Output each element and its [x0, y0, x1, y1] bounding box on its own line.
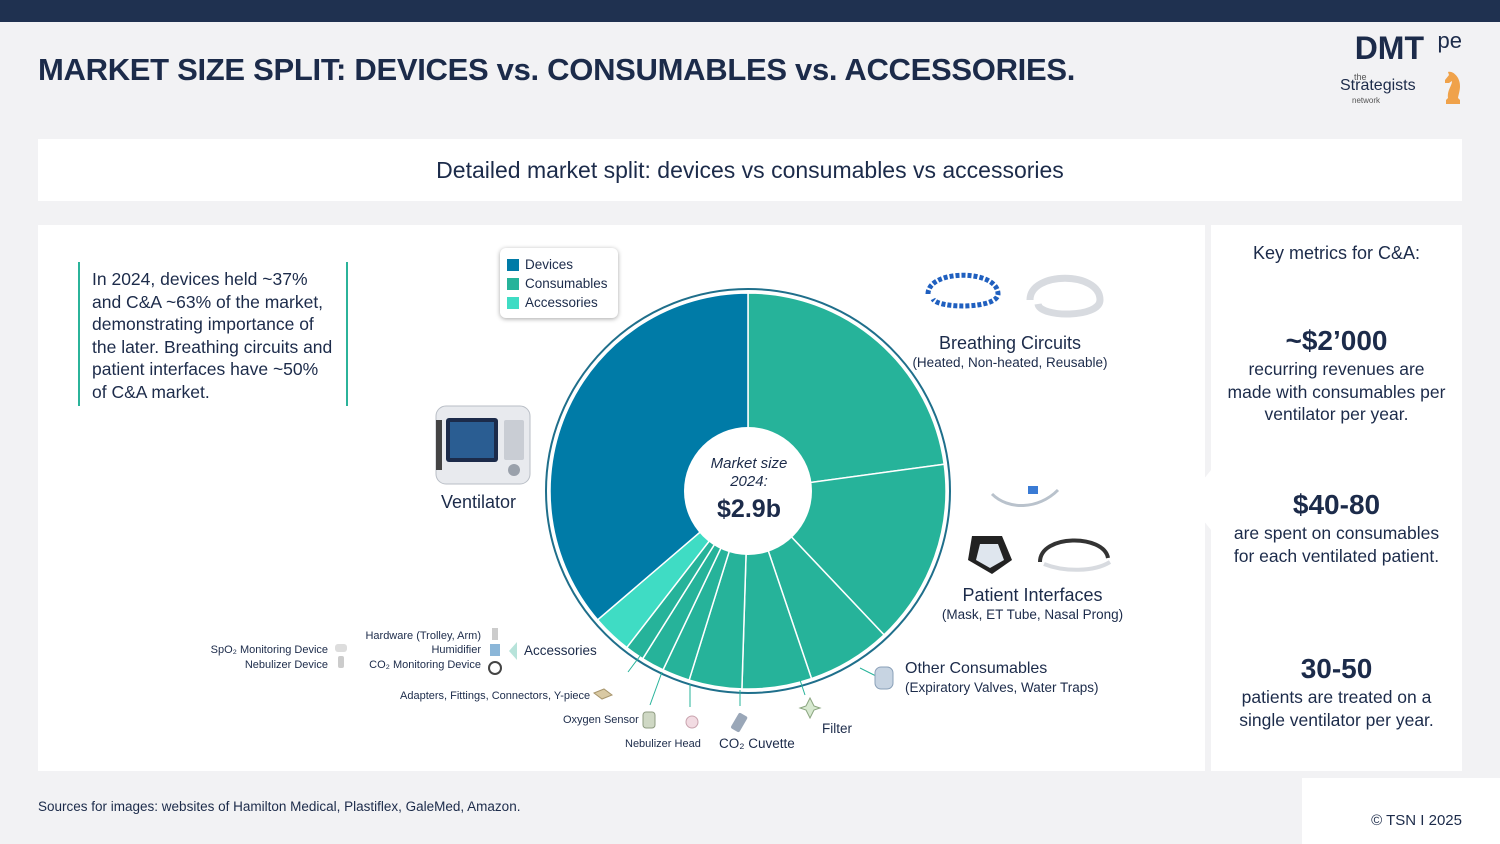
accessories-images	[488, 628, 502, 675]
accessories-label: Accessories	[524, 643, 597, 658]
spo2-nebulizer-images	[335, 644, 347, 668]
logo-strategists-text: Strategists	[1340, 77, 1416, 94]
summary-callout: In 2024, devices held ~37% and C&A ~63% …	[78, 262, 348, 406]
breathing-circuits-label: Breathing Circuits	[938, 333, 1082, 353]
legend-item-accessories: Accessories	[507, 293, 611, 312]
legend-label-devices: Devices	[525, 257, 574, 272]
subtitle-text: Detailed market split: devices vs consum…	[436, 156, 1064, 183]
co2-cuvette-image	[731, 712, 748, 733]
side-panel-notch	[1187, 470, 1211, 530]
metrics-heading: Key metrics for C&A:	[1252, 243, 1421, 263]
acc-co2-label: CO₂ Monitoring Device	[369, 659, 481, 671]
legend-label-accessories: Accessories	[525, 295, 598, 310]
filter-label: Filter	[822, 721, 852, 736]
legend-swatch-consumables	[507, 277, 519, 290]
metric-1: ~$2’000 recurring revenues are made with…	[1211, 324, 1462, 426]
company-logo: DMT pe the Strategists network	[1334, 28, 1464, 110]
logo-network-text: network	[1352, 96, 1381, 105]
legend-swatch-devices	[507, 258, 519, 271]
acc-spo2-label: SpO₂ Monitoring Device	[210, 644, 328, 656]
acc-humidifier-label: Humidifier	[431, 644, 481, 656]
metric-1-value: ~$2’000	[1285, 325, 1388, 356]
legend-item-consumables: Consumables	[507, 274, 611, 293]
center-line-2: 2024:	[730, 473, 768, 490]
chess-knight-icon	[1445, 71, 1461, 104]
adapter-image	[592, 688, 614, 700]
pie-center-hole	[684, 427, 812, 555]
legend-swatch-accessories	[507, 296, 519, 309]
filter-image	[798, 696, 822, 720]
et-tube-image	[990, 486, 1060, 507]
water-trap-image	[874, 666, 894, 690]
metric-3-text: patients are treated on a single ventila…	[1239, 687, 1434, 730]
nasal-prong-image	[1038, 538, 1112, 572]
top-bar	[0, 0, 1500, 22]
oxygen-sensor-image	[642, 711, 656, 729]
subtitle-banner: Detailed market split: devices vs consum…	[38, 139, 1462, 201]
non-heated-circuit-image	[1026, 274, 1104, 318]
patient-interfaces-label: Patient Interfaces	[962, 585, 1103, 605]
nebulizer-head-image	[685, 715, 699, 729]
market-size-center-label: Market size 2024: $2.9b	[684, 455, 814, 524]
metric-2-value: $40-80	[1292, 489, 1381, 520]
pie-outer-ring	[545, 288, 951, 694]
pie-slice-breathing-circuits	[747, 292, 946, 492]
logo-the-text: the	[1354, 72, 1367, 82]
center-value: $2.9b	[717, 495, 781, 523]
acc-nebulizer-label: Nebulizer Device	[244, 659, 328, 671]
ventilator-label: Ventilator	[441, 492, 517, 512]
other-consumables-sublabel: (Expiratory Valves, Water Traps)	[905, 680, 1099, 695]
ventilator-image	[435, 405, 531, 485]
patient-interfaces-sublabel: (Mask, ET Tube, Nasal Prong)	[941, 607, 1124, 622]
leader-oxygen-sensor	[649, 671, 663, 706]
oxygen-sensor-label: Oxygen Sensor	[563, 714, 639, 726]
heated-circuit-image	[925, 272, 1001, 309]
accessories-bracket-icon	[509, 642, 517, 660]
leader-adapters	[627, 655, 641, 673]
leader-filter	[799, 679, 806, 696]
center-line-1: Market size	[710, 455, 788, 472]
acc-hardware-label: Hardware (Trolley, Arm)	[365, 630, 481, 642]
metrics-panel	[1211, 225, 1462, 771]
legend-label-consumables: Consumables	[525, 276, 608, 291]
metric-1-text: recurring revenues are made with consuma…	[1227, 359, 1446, 424]
nebulizer-head-label: Nebulizer Head	[625, 738, 701, 750]
breathing-circuits-sublabel: (Heated, Non-heated, Reusable)	[912, 355, 1108, 370]
leader-other-consumables	[859, 667, 877, 677]
logo-main-text: DMT	[1354, 30, 1424, 66]
metric-3: 30-50 patients are treated on a single v…	[1211, 652, 1462, 731]
legend-item-devices: Devices	[507, 255, 611, 274]
logo-sup-text: pe	[1437, 28, 1462, 53]
other-consumables-label: Other Consumables	[905, 660, 1048, 677]
pie-slice-ventilator	[549, 292, 749, 621]
chart-legend: Devices Consumables Accessories	[500, 248, 618, 318]
copyright-text: © TSN I 2025	[1371, 812, 1462, 829]
co2-cuvette-label: CO₂ Cuvette	[719, 736, 795, 751]
adapters-label: Adapters, Fittings, Connectors, Y-piece	[400, 690, 591, 702]
face-mask-image	[968, 536, 1012, 574]
metric-2: $40-80 are spent on consumables for each…	[1211, 488, 1462, 567]
image-sources-note: Sources for images: websites of Hamilton…	[38, 799, 521, 814]
copyright-box	[1302, 778, 1500, 844]
page-title: MARKET SIZE SPLIT: DEVICES vs. CONSUMABL…	[38, 52, 1076, 87]
metric-2-text: are spent on consumables for each ventil…	[1233, 523, 1440, 566]
metric-3-value: 30-50	[1300, 653, 1373, 684]
